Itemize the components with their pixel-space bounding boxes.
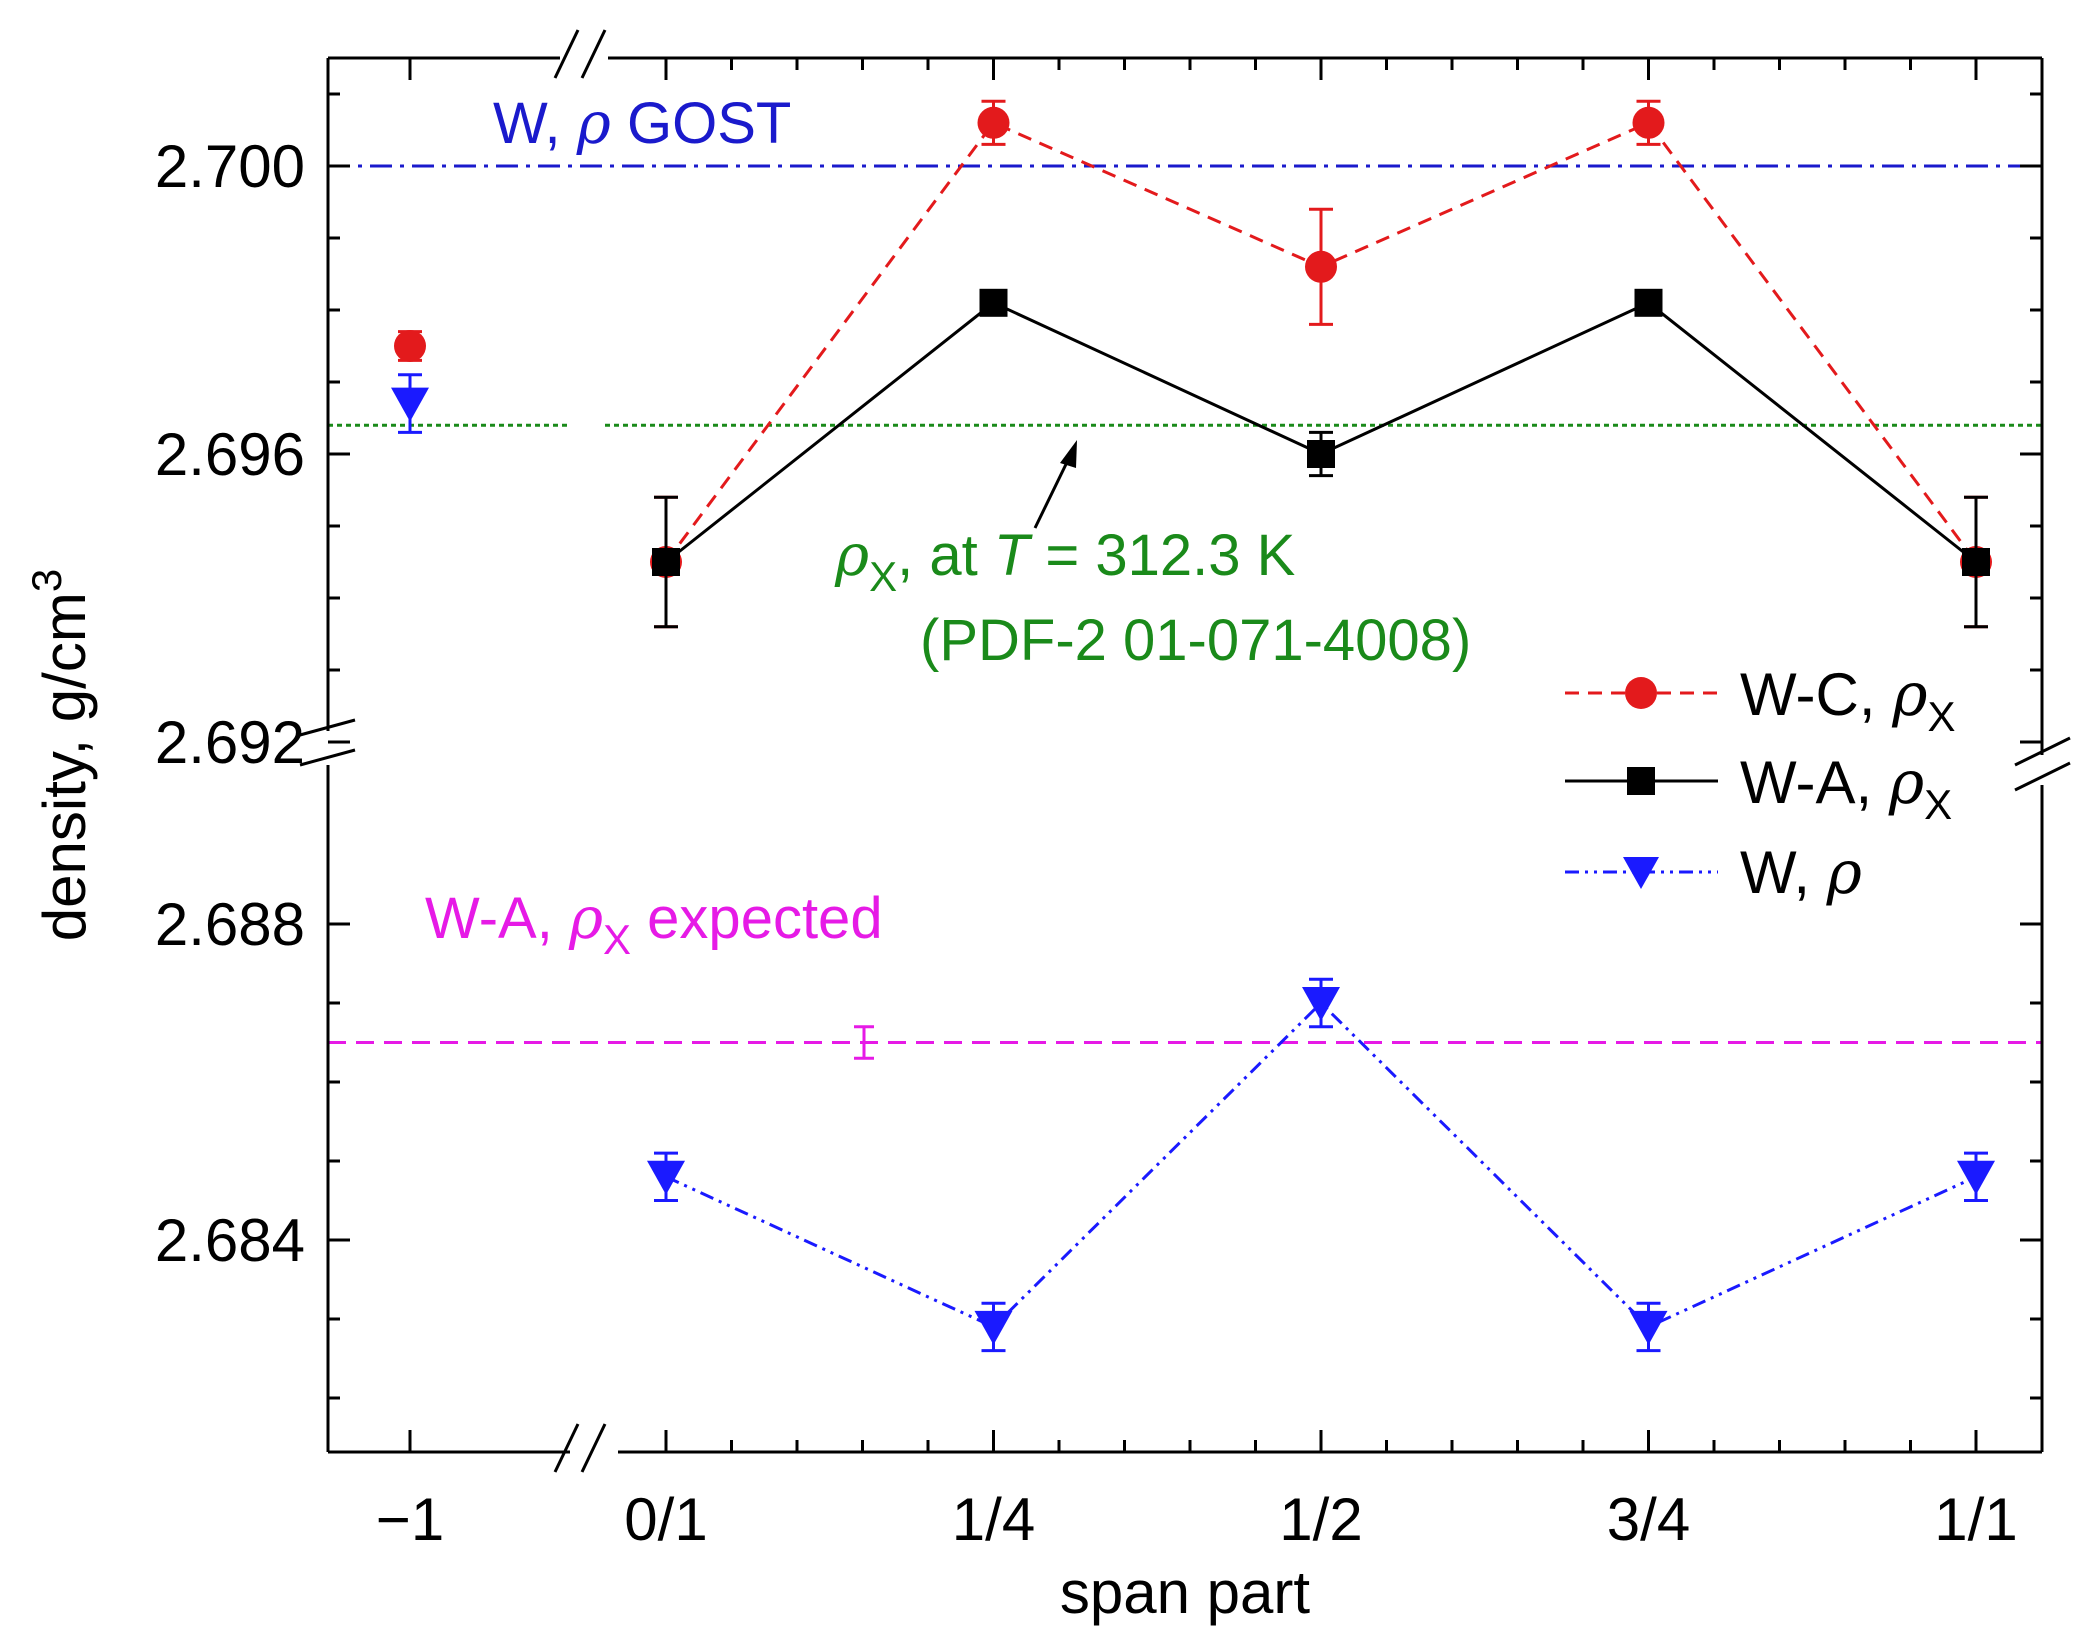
marker-w-a-1 [979, 288, 1008, 317]
marker-w-3 [1302, 987, 1340, 1021]
marker-w-a-3 [1634, 288, 1663, 317]
legend-label-w: W, ρ [1740, 838, 1862, 908]
x-tick-label-1: 0/1 [624, 1486, 707, 1553]
x-tick-label-5: 1/1 [1934, 1486, 2017, 1553]
plot-frame [299, 29, 2071, 1473]
x-axis-title: span part [1060, 1559, 1310, 1626]
marker-w-2 [974, 1310, 1013, 1345]
break-top-1 [553, 29, 580, 79]
xray-arrow [1033, 440, 1077, 529]
break-top-2 [580, 29, 607, 79]
gost-label: W, ρ GOST [493, 89, 791, 157]
x-tick-label-4: 3/4 [1607, 1486, 1690, 1553]
series-w [391, 373, 1995, 1353]
xray-label-line1: ρX, at T = 312.3 K [834, 521, 1296, 600]
break-right-2 [2014, 761, 2071, 792]
y-tick-label-upper-0: 2.692 [155, 709, 305, 776]
marker-w-5 [1957, 1160, 1995, 1195]
break-bottom-2 [580, 1423, 607, 1473]
legend-item-w-c: W-C, ρX [1565, 660, 1956, 740]
x-tick-label-3: 1/2 [1279, 1486, 1362, 1553]
marker-w-a-4 [1962, 548, 1990, 576]
y-tick-label-upper-1: 2.696 [155, 421, 305, 488]
marker-w-4 [1629, 1310, 1668, 1345]
marker-w-a-2 [1307, 440, 1335, 468]
break-bottom-1 [553, 1423, 580, 1473]
y-tick-label-upper-2: 2.700 [155, 133, 305, 200]
series-line-w-c [664, 120, 1978, 563]
break-left-2 [299, 748, 356, 767]
legend-label-w-c: W-C, ρX [1740, 660, 1956, 740]
y-tick-label-lower-1: 2.688 [155, 891, 305, 958]
x-tick-label-2: 1/4 [952, 1486, 1035, 1553]
marker-w-c-4 [1632, 106, 1665, 139]
legend-marker-w-c [1625, 677, 1657, 709]
y-tick-label-lower-0: 2.684 [155, 1207, 305, 1274]
marker-w-a-0 [652, 548, 680, 576]
x-tick-label-0: −1 [376, 1486, 444, 1553]
legend-item-w: W, ρ [1565, 838, 1862, 908]
marker-w-c-0 [394, 330, 426, 362]
xray-label-line2: (PDF-2 01-071-4008) [920, 608, 1471, 673]
axis-ticks: 2.692 2.696 2.700 2.684 2.688 −1 0/1 1/4 1/2 3/4 1… [155, 58, 2042, 1553]
marker-w-c-2 [977, 106, 1010, 139]
y-axis-title: density, g/cm3 [23, 569, 98, 941]
data-series [391, 99, 1995, 1353]
legend: W-C, ρX W-A, ρX W, ρ [1565, 660, 1956, 908]
marker-w-1 [647, 1160, 685, 1195]
marker-w-c-3 [1305, 250, 1337, 283]
break-left-1 [299, 718, 356, 737]
series-w-a [652, 288, 1990, 629]
legend-marker-w-a [1627, 767, 1655, 795]
break-right-1 [2014, 736, 2071, 767]
marker-w-0 [391, 387, 429, 422]
expected-label: W-A, ρX expected [425, 884, 883, 963]
legend-item-w-a: W-A, ρX [1565, 748, 1952, 828]
legend-marker-w [1623, 857, 1659, 889]
legend-label-w-a: W-A, ρX [1740, 748, 1952, 828]
